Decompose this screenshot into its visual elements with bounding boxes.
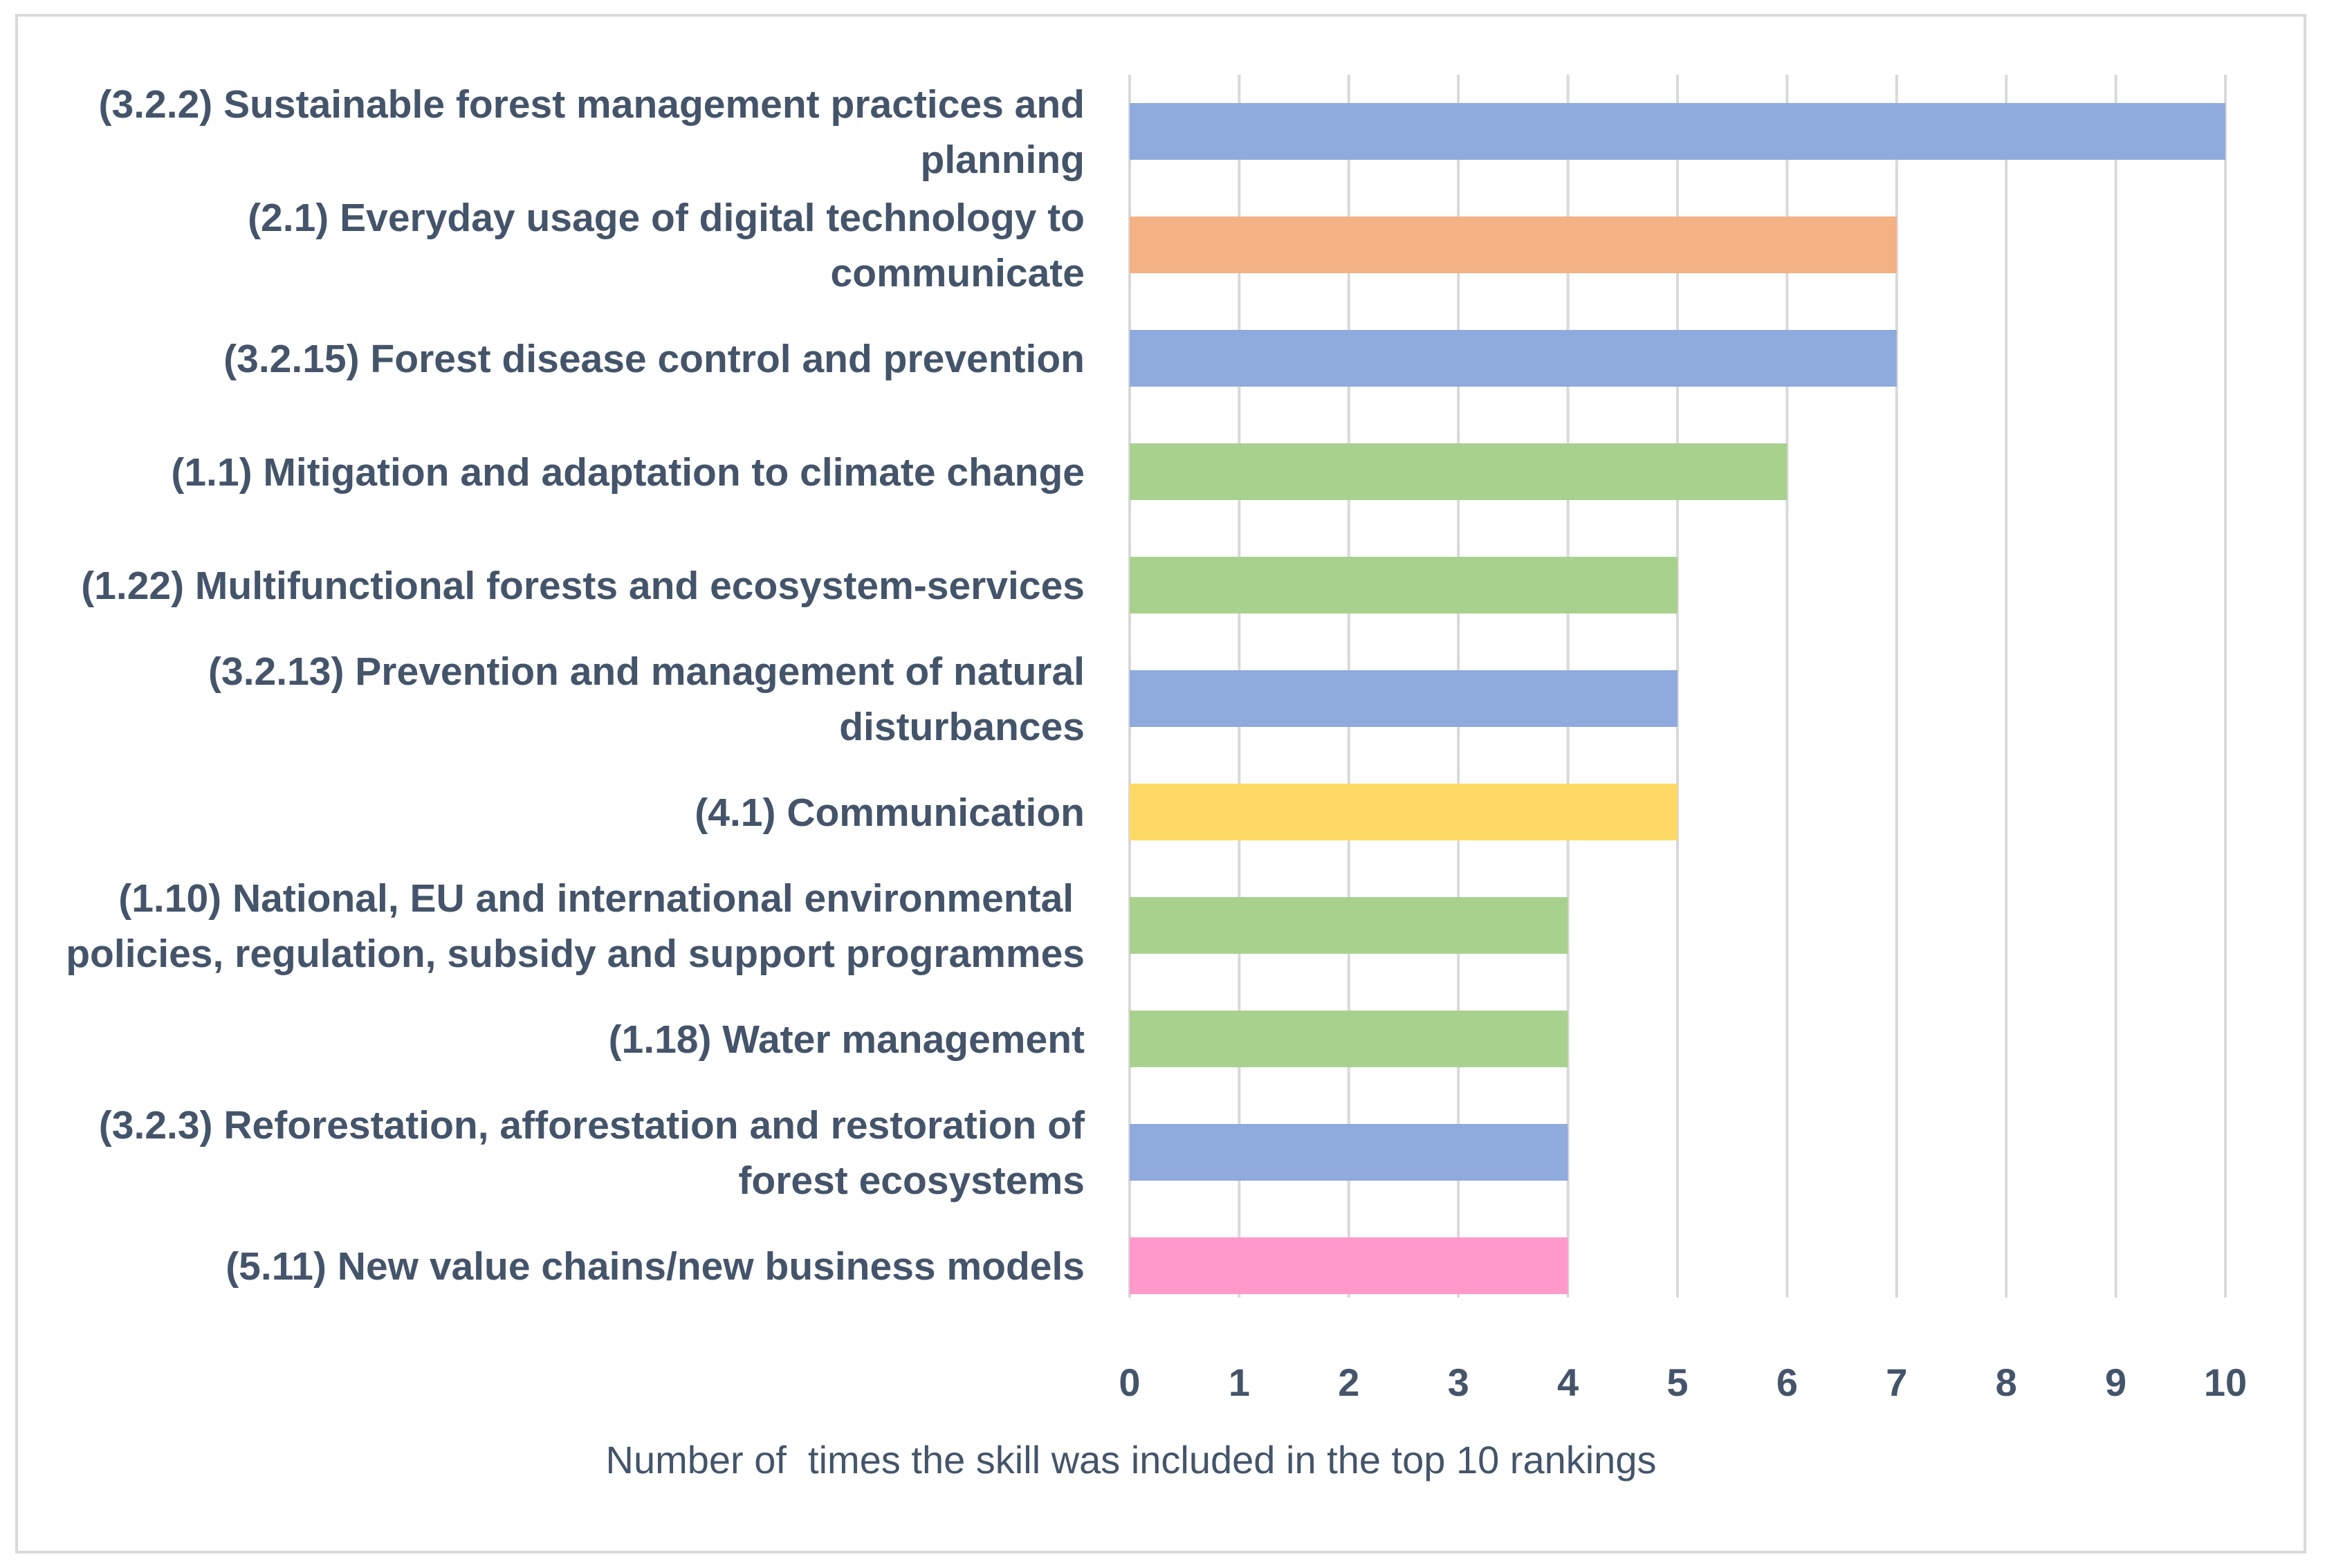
- category-label: (1.10) National, EU and international en…: [66, 876, 1085, 976]
- bar: [1130, 670, 1678, 727]
- x-tick-label: 3: [1448, 1361, 1469, 1404]
- bars: [1130, 103, 2225, 1294]
- x-tick-label: 2: [1338, 1361, 1359, 1404]
- x-tick-label: 6: [1776, 1361, 1798, 1404]
- x-tick-label: 7: [1886, 1361, 1907, 1404]
- category-label: (3.2.2) Sustainable forest management pr…: [99, 82, 1085, 182]
- category-label: (1.18) Water management: [609, 1017, 1085, 1062]
- category-label: (3.2.13) Prevention and management of na…: [208, 649, 1085, 749]
- category-label: (4.1) Communication: [695, 791, 1085, 835]
- x-tick-label: 10: [2204, 1361, 2247, 1404]
- category-label: (3.2.15) Forest disease control and prev…: [223, 337, 1085, 381]
- category-label: (5.11) New value chains/new business mod…: [226, 1244, 1085, 1289]
- bar: [1130, 897, 1568, 954]
- bar: [1130, 1011, 1568, 1067]
- bar: [1130, 1124, 1568, 1181]
- x-tick-label: 5: [1666, 1361, 1688, 1404]
- bar: [1130, 1237, 1568, 1294]
- x-tick-label: 9: [2105, 1361, 2126, 1404]
- x-tick-label: 4: [1557, 1361, 1579, 1404]
- x-tick-labels: 0 1 2 3 4 5 6 7 8 9 10: [1119, 1361, 2247, 1404]
- x-tick-label: 8: [1996, 1361, 2017, 1404]
- x-tick-label: 0: [1119, 1361, 1140, 1404]
- category-label: (1.1) Mitigation and adaptation to clima…: [171, 450, 1085, 495]
- bar: [1130, 443, 1788, 500]
- category-label: (2.1) Everyday usage of digital technolo…: [248, 196, 1085, 295]
- category-labels: (3.2.2) Sustainable forest management pr…: [66, 82, 1085, 1289]
- x-axis-title: Number of times the skill was included i…: [606, 1438, 1657, 1482]
- category-label: (1.22) Multifunctional forests and ecosy…: [81, 564, 1085, 608]
- bar: [1130, 330, 1897, 387]
- bar: [1130, 784, 1678, 840]
- bar: [1130, 103, 2225, 160]
- bar: [1130, 216, 1897, 273]
- gridlines: [1128, 75, 2227, 1298]
- bar: [1130, 557, 1678, 614]
- x-tick-label: 1: [1229, 1361, 1250, 1404]
- category-label: (3.2.3) Reforestation, afforestation and…: [99, 1103, 1085, 1203]
